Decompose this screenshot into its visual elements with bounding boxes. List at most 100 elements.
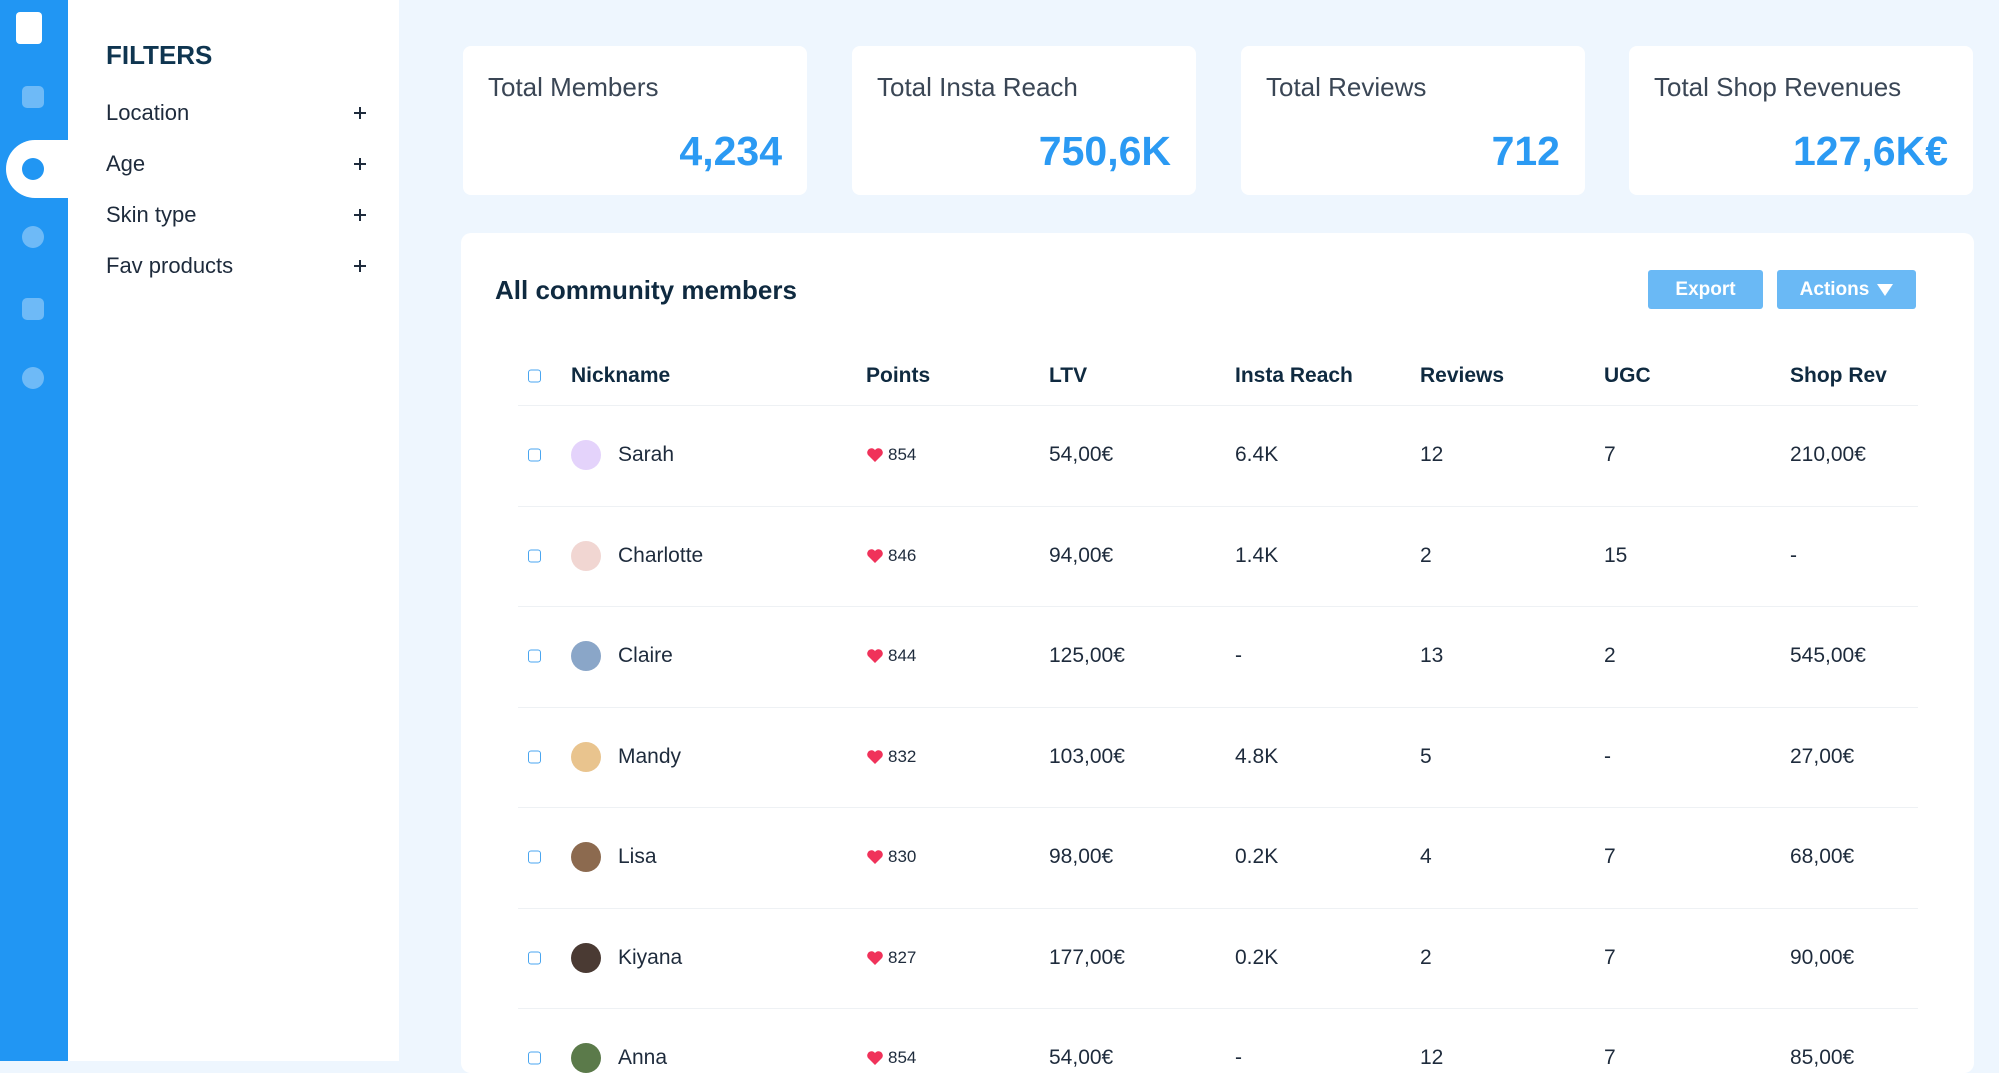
row-separator <box>518 405 1918 406</box>
points-value: 827 <box>888 947 917 967</box>
table-cell: 12 <box>1420 443 1444 466</box>
table-cell: 4 <box>1420 845 1432 868</box>
card-label: Total Reviews <box>1266 72 1427 102</box>
card-label: Total Shop Revenues <box>1654 72 1902 102</box>
column-header: Insta Reach <box>1235 364 1353 387</box>
button-label: Export <box>1675 279 1736 300</box>
summary-card: Total Members 4,234 <box>463 46 807 195</box>
row-checkbox[interactable] <box>528 549 541 562</box>
filter-item[interactable]: Location <box>106 100 366 126</box>
filter-item[interactable]: Skin type <box>106 202 366 228</box>
nickname: Claire <box>618 644 673 667</box>
points-value: 844 <box>888 646 917 665</box>
members-panel: All community members Export Actions Nickn… <box>461 233 1974 1073</box>
heart-icon <box>867 850 883 864</box>
table-cell: 210,00€ <box>1790 443 1866 466</box>
nav-settings[interactable] <box>22 367 44 389</box>
nickname: Sarah <box>618 443 675 466</box>
nickname: Anna <box>618 1046 668 1069</box>
table-cell: 27,00€ <box>1790 744 1855 768</box>
table-cell: - <box>1790 543 1797 567</box>
row-checkbox[interactable] <box>528 649 541 663</box>
table-cell: 7 <box>1604 845 1616 868</box>
table-cell: 98,00€ <box>1049 845 1114 868</box>
filters-panel <box>68 0 399 1061</box>
card-value: 4,234 <box>679 128 782 174</box>
points-cell: 846 <box>866 546 916 566</box>
row-separator <box>518 606 1918 607</box>
row-checkbox[interactable] <box>528 951 541 964</box>
points-cell: 844 <box>866 646 916 666</box>
table-cell: 7 <box>1604 945 1616 969</box>
button[interactable]: Actions <box>1777 270 1916 309</box>
table-cell: 12 <box>1420 1046 1444 1069</box>
row-checkbox[interactable] <box>528 750 541 763</box>
nav-calendar[interactable] <box>22 298 44 320</box>
points-cell: 832 <box>866 747 916 767</box>
table-title: All community members <box>495 275 797 305</box>
table-cell: 68,00€ <box>1790 845 1855 868</box>
points-cell: 854 <box>866 1048 916 1068</box>
heart-icon <box>867 448 883 462</box>
avatar <box>571 440 601 470</box>
table-cell: 545,00€ <box>1790 644 1866 667</box>
column-header: Shop Rev <box>1790 364 1887 387</box>
avatar <box>571 641 601 671</box>
row-separator <box>518 1008 1918 1009</box>
table-cell: - <box>1604 744 1611 768</box>
filter-item[interactable]: Age <box>106 151 366 177</box>
heart-icon <box>867 649 883 663</box>
summary-card: Total Insta Reach 750,6K <box>852 46 1196 195</box>
select-all-checkbox[interactable] <box>528 369 541 383</box>
row-checkbox[interactable] <box>528 1051 541 1065</box>
heart-icon <box>867 1051 883 1065</box>
table-cell: 6.4K <box>1235 443 1279 466</box>
avatar <box>571 842 601 872</box>
row-separator <box>518 706 1918 708</box>
points-value: 846 <box>888 545 917 565</box>
table-cell: 15 <box>1604 543 1628 567</box>
table-cell: 7 <box>1604 1046 1616 1069</box>
heart-icon <box>867 950 883 965</box>
nav-members[interactable] <box>6 140 68 198</box>
table-cell: 2 <box>1420 543 1432 567</box>
table-cell: - <box>1235 1046 1242 1069</box>
nav-home[interactable] <box>22 86 44 108</box>
logo[interactable] <box>16 12 42 44</box>
avatar <box>571 741 601 772</box>
row-separator <box>518 907 1918 909</box>
points-value: 832 <box>888 746 917 766</box>
row-separator <box>518 807 1918 808</box>
table-cell: 54,00€ <box>1049 1046 1114 1069</box>
row-checkbox[interactable] <box>528 448 541 462</box>
filter-item[interactable]: Fav products <box>106 253 366 279</box>
row-checkbox[interactable] <box>528 850 541 864</box>
button[interactable]: Export <box>1648 270 1763 309</box>
table-cell: 13 <box>1420 644 1444 667</box>
nickname: Lisa <box>618 845 657 868</box>
points-value: 830 <box>888 847 917 866</box>
table-cell: 0.2K <box>1235 945 1279 969</box>
table-cell: - <box>1235 644 1242 667</box>
nickname: Charlotte <box>618 543 704 567</box>
column-header: Nickname <box>571 364 671 387</box>
caret-icon <box>1877 284 1894 296</box>
card-value: 750,6K <box>1038 128 1171 174</box>
points-cell: 854 <box>866 445 916 465</box>
table-cell: 2 <box>1420 945 1432 969</box>
table-cell: 4.8K <box>1235 744 1279 768</box>
avatar <box>571 540 601 571</box>
avatar <box>571 942 601 973</box>
card-value: 712 <box>1491 128 1560 174</box>
nickname: Kiyana <box>618 945 683 969</box>
card-label: Total Members <box>488 72 659 102</box>
table-cell: 94,00€ <box>1049 543 1114 567</box>
card-value: 127,6K€ <box>1792 128 1948 174</box>
row-separator <box>518 505 1918 507</box>
heart-icon <box>867 749 883 764</box>
nav-stats[interactable] <box>22 226 44 248</box>
nickname: Mandy <box>618 744 682 768</box>
column-header: LTV <box>1049 364 1088 387</box>
summary-card: Total Reviews 712 <box>1241 46 1585 195</box>
